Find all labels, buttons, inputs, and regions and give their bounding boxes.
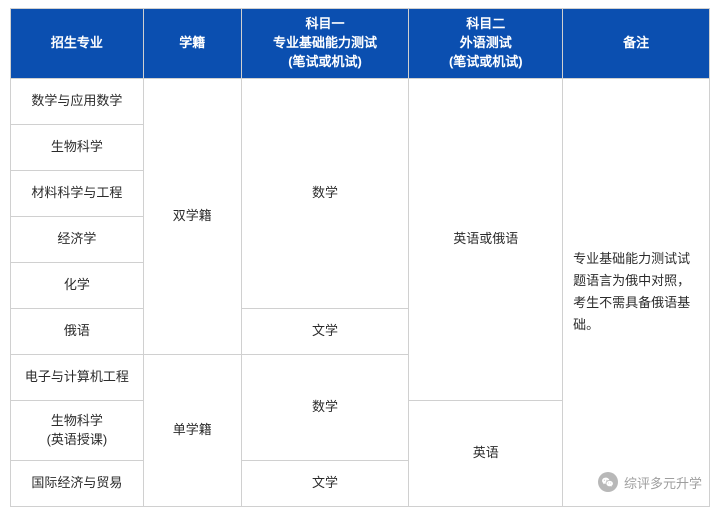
- cell-major: 数学与应用数学: [11, 78, 144, 124]
- col-subject2: 科目二 外语测试 (笔试或机试): [409, 9, 563, 79]
- cell-major: 生物科学: [11, 124, 144, 170]
- admissions-table-container: 招生专业 学籍 科目一 专业基础能力测试 (笔试或机试) 科目二 外语测试 (笔…: [0, 0, 720, 515]
- cell-major: 俄语: [11, 308, 144, 354]
- cell-major: 电子与计算机工程: [11, 354, 144, 400]
- table-row: 数学与应用数学 双学籍 数学 英语或俄语 专业基础能力测试试题语言为俄中对照，考…: [11, 78, 710, 124]
- cell-major: 经济学: [11, 216, 144, 262]
- cell-subj1-math: 数学: [241, 354, 409, 460]
- cell-status-single: 单学籍: [143, 354, 241, 506]
- admissions-table: 招生专业 学籍 科目一 专业基础能力测试 (笔试或机试) 科目二 外语测试 (笔…: [10, 8, 710, 507]
- cell-subj2-en: 英语: [409, 400, 563, 506]
- table-header-row: 招生专业 学籍 科目一 专业基础能力测试 (笔试或机试) 科目二 外语测试 (笔…: [11, 9, 710, 79]
- cell-subj1-lit: 文学: [241, 308, 409, 354]
- cell-subj1-math: 数学: [241, 78, 409, 308]
- cell-major: 材料科学与工程: [11, 170, 144, 216]
- col-subject1: 科目一 专业基础能力测试 (笔试或机试): [241, 9, 409, 79]
- col-major: 招生专业: [11, 9, 144, 79]
- cell-major: 生物科学 (英语授课): [11, 400, 144, 460]
- cell-major: 国际经济与贸易: [11, 460, 144, 506]
- cell-subj2-en-ru: 英语或俄语: [409, 78, 563, 400]
- cell-major: 化学: [11, 262, 144, 308]
- cell-subj1-lit: 文学: [241, 460, 409, 506]
- cell-status-dual: 双学籍: [143, 78, 241, 354]
- cell-remarks: 专业基础能力测试试题语言为俄中对照，考生不需具备俄语基础。: [563, 78, 710, 506]
- col-status: 学籍: [143, 9, 241, 79]
- col-remarks: 备注: [563, 9, 710, 79]
